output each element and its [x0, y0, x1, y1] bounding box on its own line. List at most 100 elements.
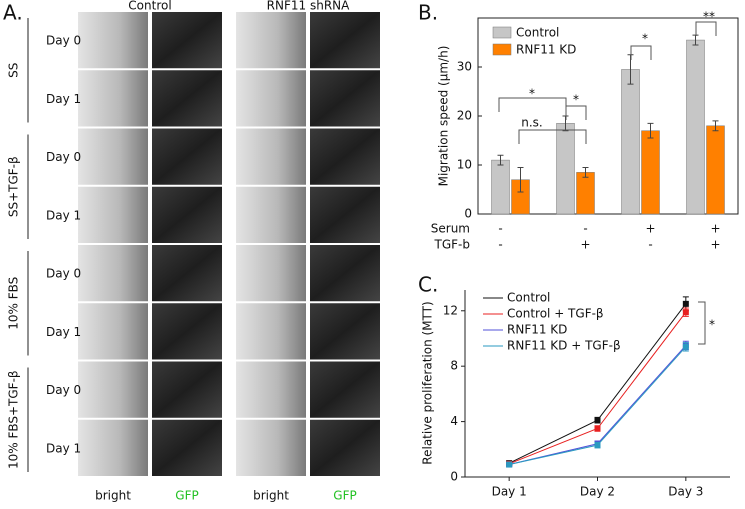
column-group: RNF11 shRNA	[267, 0, 350, 13]
day-label: Day 1	[46, 325, 81, 339]
y-axis-label: Migration speed (µm/h)	[437, 46, 451, 187]
significance-bracket	[565, 105, 587, 120]
column-label: GFP	[175, 489, 198, 503]
micrograph	[78, 70, 148, 127]
x-tick-label: Day 3	[668, 485, 703, 499]
point	[594, 425, 601, 432]
column-label: bright	[95, 489, 131, 503]
annotation: *	[529, 87, 535, 101]
micrograph	[236, 245, 306, 302]
micrograph	[152, 303, 222, 360]
y-tick-label: 12	[443, 303, 458, 317]
micrograph	[78, 303, 148, 360]
micrograph	[310, 303, 380, 360]
y-axis-label: Relative proliferation (MTT)	[421, 301, 435, 464]
significance-bracket	[518, 129, 587, 144]
day-label: Day 0	[46, 383, 81, 397]
column-label: bright	[253, 489, 289, 503]
micrograph	[152, 245, 222, 302]
point	[594, 417, 601, 424]
condition-value: -	[583, 222, 587, 236]
error-bar	[712, 120, 719, 132]
annotation: *	[709, 318, 715, 332]
bar	[621, 69, 640, 215]
significance-bracket	[695, 21, 717, 36]
condition-value: +	[645, 222, 655, 236]
y-tick-label: 8	[450, 359, 458, 373]
bar	[556, 123, 575, 215]
row-group: SS+TGF-β	[7, 156, 21, 217]
error-bar	[647, 122, 654, 139]
y-tick-label: 20	[457, 109, 472, 123]
micrograph	[236, 361, 306, 418]
micrograph	[310, 12, 380, 69]
condition-value: -	[648, 238, 652, 252]
micrograph	[236, 12, 306, 69]
point	[682, 309, 689, 316]
point	[506, 461, 513, 468]
micrograph	[152, 128, 222, 185]
micrograph	[236, 128, 306, 185]
x-tick-label: Day 2	[580, 485, 615, 499]
point	[682, 343, 689, 350]
legend-swatch	[492, 43, 512, 56]
condition-value: +	[710, 238, 720, 252]
legend-label: Control + TGF-β	[507, 307, 604, 321]
micrograph	[78, 128, 148, 185]
condition-value: +	[580, 238, 590, 252]
micrograph	[310, 361, 380, 418]
panel-label: C.	[418, 273, 438, 297]
y-tick-label: 0	[464, 207, 472, 221]
bar	[706, 125, 725, 215]
error-bar	[517, 166, 524, 193]
legend-label: RNF11 KD + TGF-β	[507, 339, 621, 353]
error-bar	[582, 166, 589, 178]
row-group: 10% FBS+TGF-β	[7, 370, 21, 469]
column-group: Control	[128, 0, 171, 13]
significance-bracket	[630, 45, 652, 60]
y-tick-label: 4	[450, 414, 458, 428]
legend-label: Control	[516, 26, 559, 40]
error-bar	[497, 154, 504, 166]
panel-label: A.	[3, 1, 23, 25]
significance-bracket	[498, 97, 567, 112]
y-tick-label: 10	[457, 158, 472, 172]
annotation: *	[573, 93, 579, 107]
micrograph	[78, 186, 148, 243]
column-label: GFP	[333, 489, 356, 503]
bar	[491, 159, 510, 215]
micrograph	[236, 186, 306, 243]
point	[682, 300, 689, 307]
micrograph	[310, 186, 380, 243]
day-label: Day 1	[46, 208, 81, 222]
bar	[686, 39, 705, 215]
bar	[641, 130, 660, 215]
condition-name: Serum	[431, 222, 470, 236]
annotation: *	[642, 32, 648, 46]
condition-value: -	[498, 222, 502, 236]
row-group: SS	[7, 63, 21, 78]
micrograph	[152, 186, 222, 243]
row-group: 10% FBS	[7, 277, 21, 330]
annotation: n.s.	[521, 116, 543, 130]
micrograph	[78, 361, 148, 418]
y-tick-label: 0	[450, 470, 458, 484]
micrograph	[152, 12, 222, 69]
day-label: Day 0	[46, 150, 81, 164]
micrograph	[310, 245, 380, 302]
micrograph	[152, 361, 222, 418]
micrograph	[236, 303, 306, 360]
day-label: Day 1	[46, 92, 81, 106]
y-tick-label: 30	[457, 60, 472, 74]
micrograph	[152, 70, 222, 127]
micrograph	[78, 419, 148, 476]
annotation: **	[703, 10, 715, 24]
condition-name: TGF-b	[434, 238, 470, 252]
legend-label: Control	[507, 291, 550, 305]
day-label: Day 1	[46, 441, 81, 455]
bar	[576, 172, 595, 215]
legend-label: RNF11 KD	[516, 43, 576, 57]
micrograph	[152, 419, 222, 476]
panel-label: B.	[418, 1, 438, 25]
